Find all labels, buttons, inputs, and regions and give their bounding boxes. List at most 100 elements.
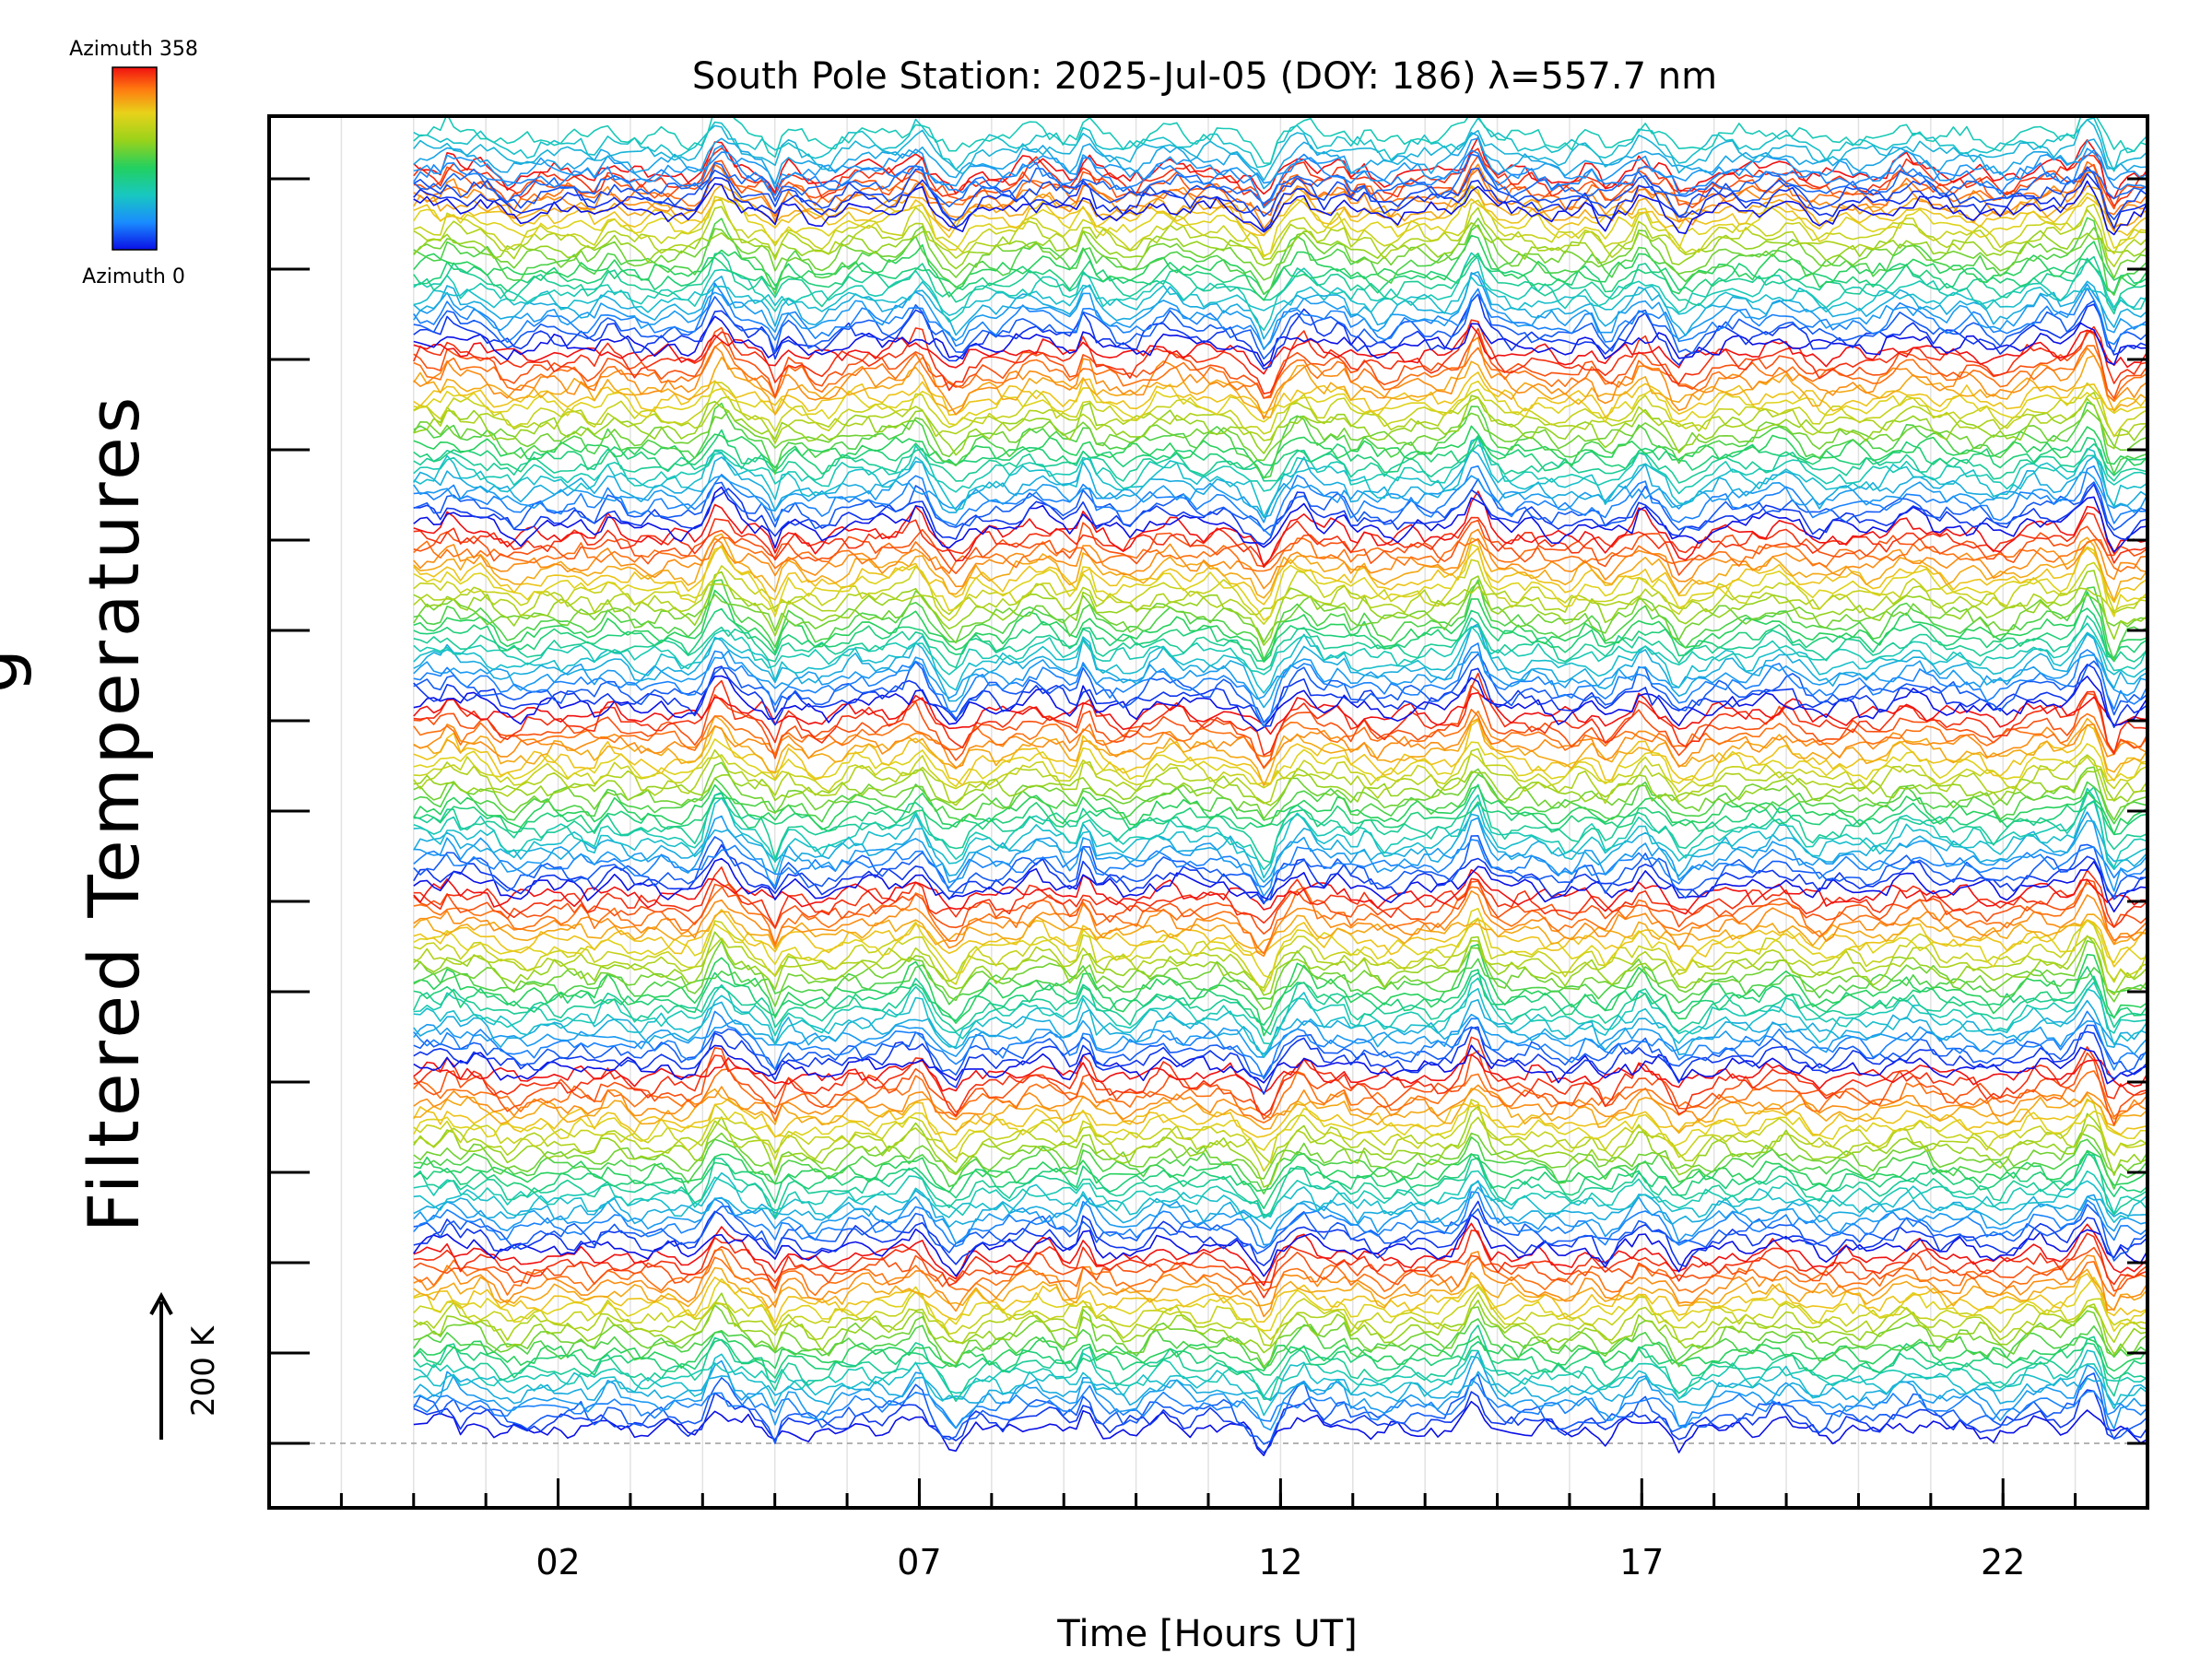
x-axis-label: Time [Hours UT] <box>1056 1613 1357 1655</box>
temperature-curve <box>413 199 2147 257</box>
y-axis-label: Filtered Temperatures <box>73 394 155 1233</box>
colorbar-legend: Azimuth 358 Azimuth 0 <box>69 38 198 288</box>
temperature-curve <box>413 471 2147 524</box>
temperature-curve <box>413 543 2147 621</box>
temperature-curve <box>413 839 2147 888</box>
temperature-curve <box>413 394 2147 456</box>
temperature-curve <box>413 589 2147 663</box>
temperature-curve <box>413 653 2147 724</box>
temperature-curve <box>413 787 2147 871</box>
y-axis-label-cut: g <box>0 645 33 693</box>
temperature-curve <box>413 465 2147 536</box>
temperature-curve <box>413 753 2147 794</box>
temperature-curve <box>413 371 2147 418</box>
temperature-curve <box>413 1245 2147 1292</box>
temperature-curve <box>413 868 2147 915</box>
temperature-curve <box>413 911 2147 949</box>
temperature-curve <box>413 783 2147 864</box>
temperature-curve <box>413 326 2147 400</box>
temperature-curve <box>413 811 2147 898</box>
temperature-curve <box>413 866 2147 929</box>
temperature-curve <box>413 1379 2147 1430</box>
temperature-curve <box>413 642 2147 728</box>
temperature-curve <box>413 1180 2147 1246</box>
temperature-curve <box>413 382 2147 438</box>
temperature-curve <box>413 773 2147 825</box>
temperature-curve <box>413 490 2147 569</box>
temperature-curve <box>413 1105 2147 1188</box>
temperature-curve <box>413 180 2147 236</box>
temperature-curve <box>413 252 2147 315</box>
temperature-curve <box>413 797 2147 836</box>
temperature-curve <box>413 528 2147 590</box>
temperature-curve <box>413 1266 2147 1312</box>
temperature-curve <box>413 117 2147 172</box>
y-ticks <box>269 177 2147 1445</box>
temperature-curve <box>413 1153 2147 1218</box>
temperature-curve <box>413 437 2147 518</box>
temperature-curve <box>413 768 2147 806</box>
chart-title: South Pole Station: 2025-Jul-05 (DOY: 18… <box>692 55 1717 98</box>
temperature-curve <box>413 1116 2147 1164</box>
temperature-curve <box>413 1256 2147 1298</box>
temperature-curve <box>413 221 2147 270</box>
temperature-curve <box>413 408 2147 462</box>
temperature-curve <box>413 132 2147 190</box>
temperature-curve <box>413 545 2147 606</box>
temperature-curve <box>413 282 2147 349</box>
temperature-curve <box>413 1024 2147 1078</box>
temperature-curve <box>413 315 2147 367</box>
temperature-curve <box>413 622 2147 676</box>
colorbar <box>112 66 158 251</box>
colorbar-top-label: Azimuth 358 <box>69 38 198 61</box>
temperature-curve <box>413 218 2147 281</box>
temperature-curve <box>413 1338 2147 1380</box>
temperature-curve <box>413 977 2147 1045</box>
temperature-curve <box>413 444 2147 495</box>
temperature-curve <box>413 935 2147 989</box>
temperature-curve <box>413 1318 2147 1370</box>
temperature-curve <box>413 796 2147 879</box>
scale-arrow-head <box>149 1291 173 1315</box>
temperature-curve <box>413 1186 2147 1230</box>
temperature-curve <box>413 664 2147 728</box>
temperature-curve <box>413 217 2147 296</box>
colorbar-bottom-label: Azimuth 0 <box>82 265 185 288</box>
scale-bar-label: 200 K <box>185 1324 222 1417</box>
temperature-curve <box>413 1135 2147 1194</box>
temperature-curve <box>413 607 2147 662</box>
x-ticks: 02 07 12 17 22 <box>339 1478 2077 1583</box>
temperature-curve <box>413 1273 2147 1324</box>
temperature-curve <box>413 966 2147 1026</box>
temperature-curve <box>413 293 2147 371</box>
temperature-curve <box>413 1101 2147 1152</box>
temperature-curve <box>413 1214 2147 1277</box>
x-tick-label: 17 <box>1619 1542 1664 1583</box>
temperature-curve <box>413 253 2147 295</box>
temperature-curve <box>413 1047 2147 1126</box>
temperature-curve <box>413 1053 2147 1094</box>
scale-bar: 200 K <box>149 1291 222 1440</box>
temperature-curve <box>413 137 2147 189</box>
temperature-curve <box>413 559 2147 625</box>
temperature-curve <box>413 401 2147 479</box>
temperature-curve <box>413 579 2147 662</box>
x-tick-label: 22 <box>1981 1542 2025 1583</box>
temperature-curve <box>413 908 2147 980</box>
temperature-curve <box>413 429 2147 477</box>
temperature-curve <box>413 971 2147 1036</box>
x-tick-label: 07 <box>897 1542 941 1583</box>
temperature-curve <box>413 878 2147 935</box>
temperature-curve <box>413 738 2147 788</box>
temperature-curve <box>413 119 2147 182</box>
temperature-curve <box>413 536 2147 574</box>
temperature-curve <box>413 319 2147 394</box>
temperature-curve <box>413 1292 2147 1355</box>
temperature-curve <box>413 1277 2147 1333</box>
temperature-curve <box>413 1150 2147 1209</box>
temperature-curve <box>413 483 2147 546</box>
temperature-curve <box>413 710 2147 770</box>
temperature-curve <box>413 380 2147 426</box>
temperature-curve <box>413 1036 2147 1117</box>
x-tick-label: 02 <box>535 1542 580 1583</box>
